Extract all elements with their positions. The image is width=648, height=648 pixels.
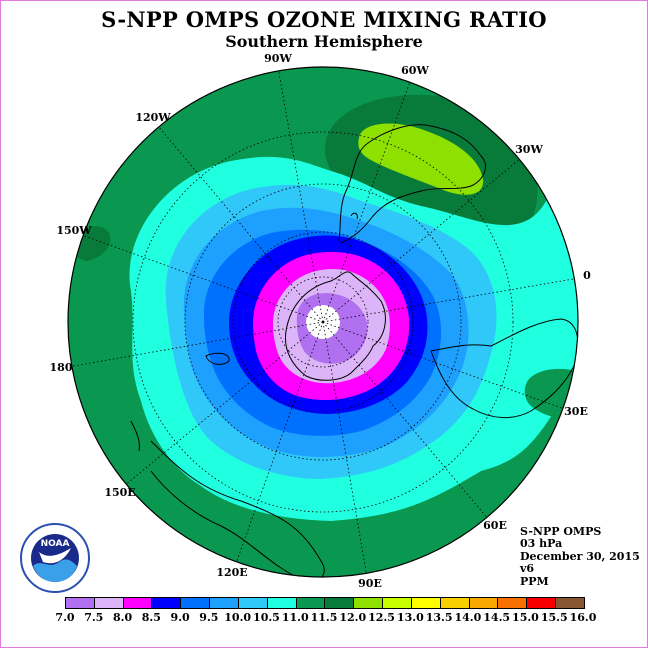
colorbar-segment	[123, 598, 153, 608]
colorbar-tick-label: 9.0	[170, 611, 190, 624]
colorbar-tick-label: 13.5	[425, 611, 453, 624]
colorbar-tick-label: 10.5	[253, 611, 280, 624]
info-version: v6	[520, 562, 535, 576]
lon-label-120w: 120W	[135, 111, 171, 124]
level-12-12.5	[358, 123, 484, 195]
lon-label-150e: 150E	[104, 486, 135, 499]
lon-label-180: 180	[50, 361, 73, 374]
colorbar-tick-label: 15.5	[540, 611, 568, 624]
info-block: S-NPP OMPS 03 hPa December 30, 2015 v6 P…	[520, 525, 640, 588]
longitude-labels: 90W 60W 30W 0 30E 60E 90E 120E 150E 180 …	[50, 52, 592, 590]
colorbar-segment	[152, 598, 182, 608]
chart-subtitle: Southern Hemisphere	[225, 32, 423, 51]
info-instrument: S-NPP OMPS	[520, 525, 602, 538]
colorbar-segment	[498, 598, 528, 608]
colorbar-segment	[383, 598, 412, 608]
colorbar-segment	[440, 598, 470, 608]
colorbar-segment	[527, 598, 557, 608]
colorbar-tick-label: 11.0	[281, 611, 309, 624]
lon-label-60e: 60E	[483, 519, 507, 532]
lon-label-90e: 90E	[358, 577, 382, 590]
colorbar-tick-label: 8.0	[112, 611, 133, 624]
lon-label-0: 0	[583, 269, 591, 282]
colorbar	[65, 597, 585, 609]
lon-label-30w: 30W	[515, 143, 543, 156]
chart-title: S-NPP OMPS OZONE MIXING RATIO	[101, 7, 547, 32]
lon-label-150w: 150W	[56, 224, 92, 237]
colorbar-tick-label: 10.0	[224, 611, 252, 624]
info-date: December 30, 2015	[520, 549, 640, 563]
noaa-logo: NOAA	[20, 523, 90, 593]
colorbar-segment	[181, 598, 211, 608]
ozone-field	[68, 67, 578, 577]
colorbar-tick-label: 11.5	[310, 611, 338, 624]
logo-text: NOAA	[41, 539, 70, 549]
lon-label-90w: 90W	[264, 52, 292, 65]
colorbar-segment	[94, 598, 124, 608]
lon-label-60w: 60W	[401, 64, 429, 77]
colorbar-ticks: 7.0 7.5 8.0 8.5 9.0 9.5 10.0 10.5 11.0 11.5 12.0 12…	[55, 611, 596, 625]
colorbar-segment	[296, 598, 326, 608]
colorbar-tick-label: 9.5	[199, 611, 219, 624]
colorbar-segment	[325, 598, 355, 608]
colorbar-tick-label: 7.0	[55, 611, 75, 624]
colorbar-tick-label: 12.0	[339, 611, 367, 624]
info-units: PPM	[520, 574, 549, 588]
lon-label-120e: 120E	[216, 566, 247, 579]
colorbar-tick-label: 14.5	[483, 611, 511, 624]
colorbar-segment	[469, 598, 499, 608]
colorbar-tick-label: 12.5	[368, 611, 395, 624]
colorbar-tick-label: 7.5	[84, 611, 104, 624]
colorbar-tick-label: 14.0	[454, 611, 482, 624]
colorbar-segment	[267, 598, 297, 608]
colorbar-segment	[238, 598, 268, 608]
colorbar-tick-label: 8.5	[141, 611, 161, 624]
colorbar-segment	[210, 598, 239, 608]
colorbar-segment	[411, 598, 441, 608]
lon-label-30e: 30E	[564, 405, 588, 418]
colorbar-tick-label: 16.0	[569, 611, 597, 624]
colorbar-tick-label: 15.0	[512, 611, 539, 624]
colorbar-segment	[556, 598, 584, 608]
colorbar-tick-label: 13.0	[396, 611, 424, 624]
graticule	[68, 67, 578, 577]
colorbar-segment	[354, 598, 384, 608]
info-level: 03 hPa	[520, 537, 563, 551]
colorbar-segment	[66, 598, 95, 608]
map-border	[67, 66, 579, 578]
